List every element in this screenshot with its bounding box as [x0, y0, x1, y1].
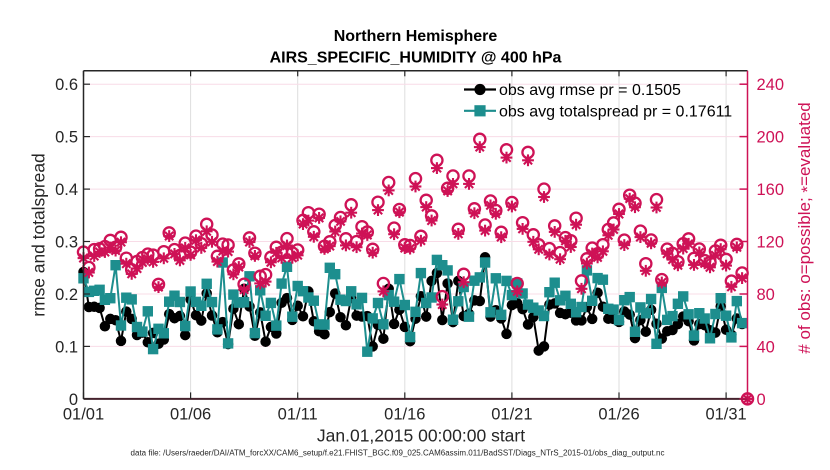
- svg-text:rmse and totalspread: rmse and totalspread: [29, 153, 49, 316]
- svg-text:200: 200: [757, 129, 785, 147]
- svg-text:01/11: 01/11: [278, 406, 318, 424]
- svg-text:120: 120: [757, 234, 785, 252]
- svg-text:40: 40: [757, 338, 775, 356]
- svg-text:01/21: 01/21: [491, 406, 532, 424]
- svg-text:0.5: 0.5: [55, 129, 78, 147]
- svg-text:01/06: 01/06: [170, 406, 211, 424]
- svg-text:01/01: 01/01: [63, 406, 104, 424]
- svg-text:240: 240: [757, 76, 785, 94]
- svg-text:80: 80: [757, 286, 775, 304]
- svg-text:0.1: 0.1: [55, 338, 78, 356]
- svg-text:Northern Hemisphere: Northern Hemisphere: [334, 28, 498, 45]
- svg-text:Jan.01,2015 00:00:00 start: Jan.01,2015 00:00:00 start: [317, 426, 525, 446]
- svg-text:01/31: 01/31: [705, 406, 746, 424]
- svg-text:01/26: 01/26: [598, 406, 639, 424]
- svg-text:obs avg totalspread pr = 0.176: obs avg totalspread pr = 0.17611: [499, 104, 732, 121]
- svg-text:AIRS_SPECIFIC_HUMIDITY @ 400 h: AIRS_SPECIFIC_HUMIDITY @ 400 hPa: [270, 49, 562, 66]
- svg-text:0.2: 0.2: [55, 286, 78, 304]
- svg-text:0: 0: [757, 391, 766, 409]
- svg-text:160: 160: [757, 181, 785, 199]
- svg-text:0.4: 0.4: [55, 181, 78, 199]
- svg-text:0: 0: [69, 391, 78, 409]
- svg-text:0.6: 0.6: [55, 76, 78, 94]
- svg-text:obs avg rmse pr = 0.1505: obs avg rmse pr = 0.1505: [499, 82, 681, 99]
- svg-text:# of obs: o=possible; *=evalua: # of obs: o=possible; *=evaluated: [795, 102, 817, 353]
- svg-text:0.3: 0.3: [55, 234, 78, 252]
- svg-text:01/16: 01/16: [384, 406, 425, 424]
- svg-text:data file: /Users/raeder/DAI/A: data file: /Users/raeder/DAI/ATM_forcXX/…: [131, 449, 665, 458]
